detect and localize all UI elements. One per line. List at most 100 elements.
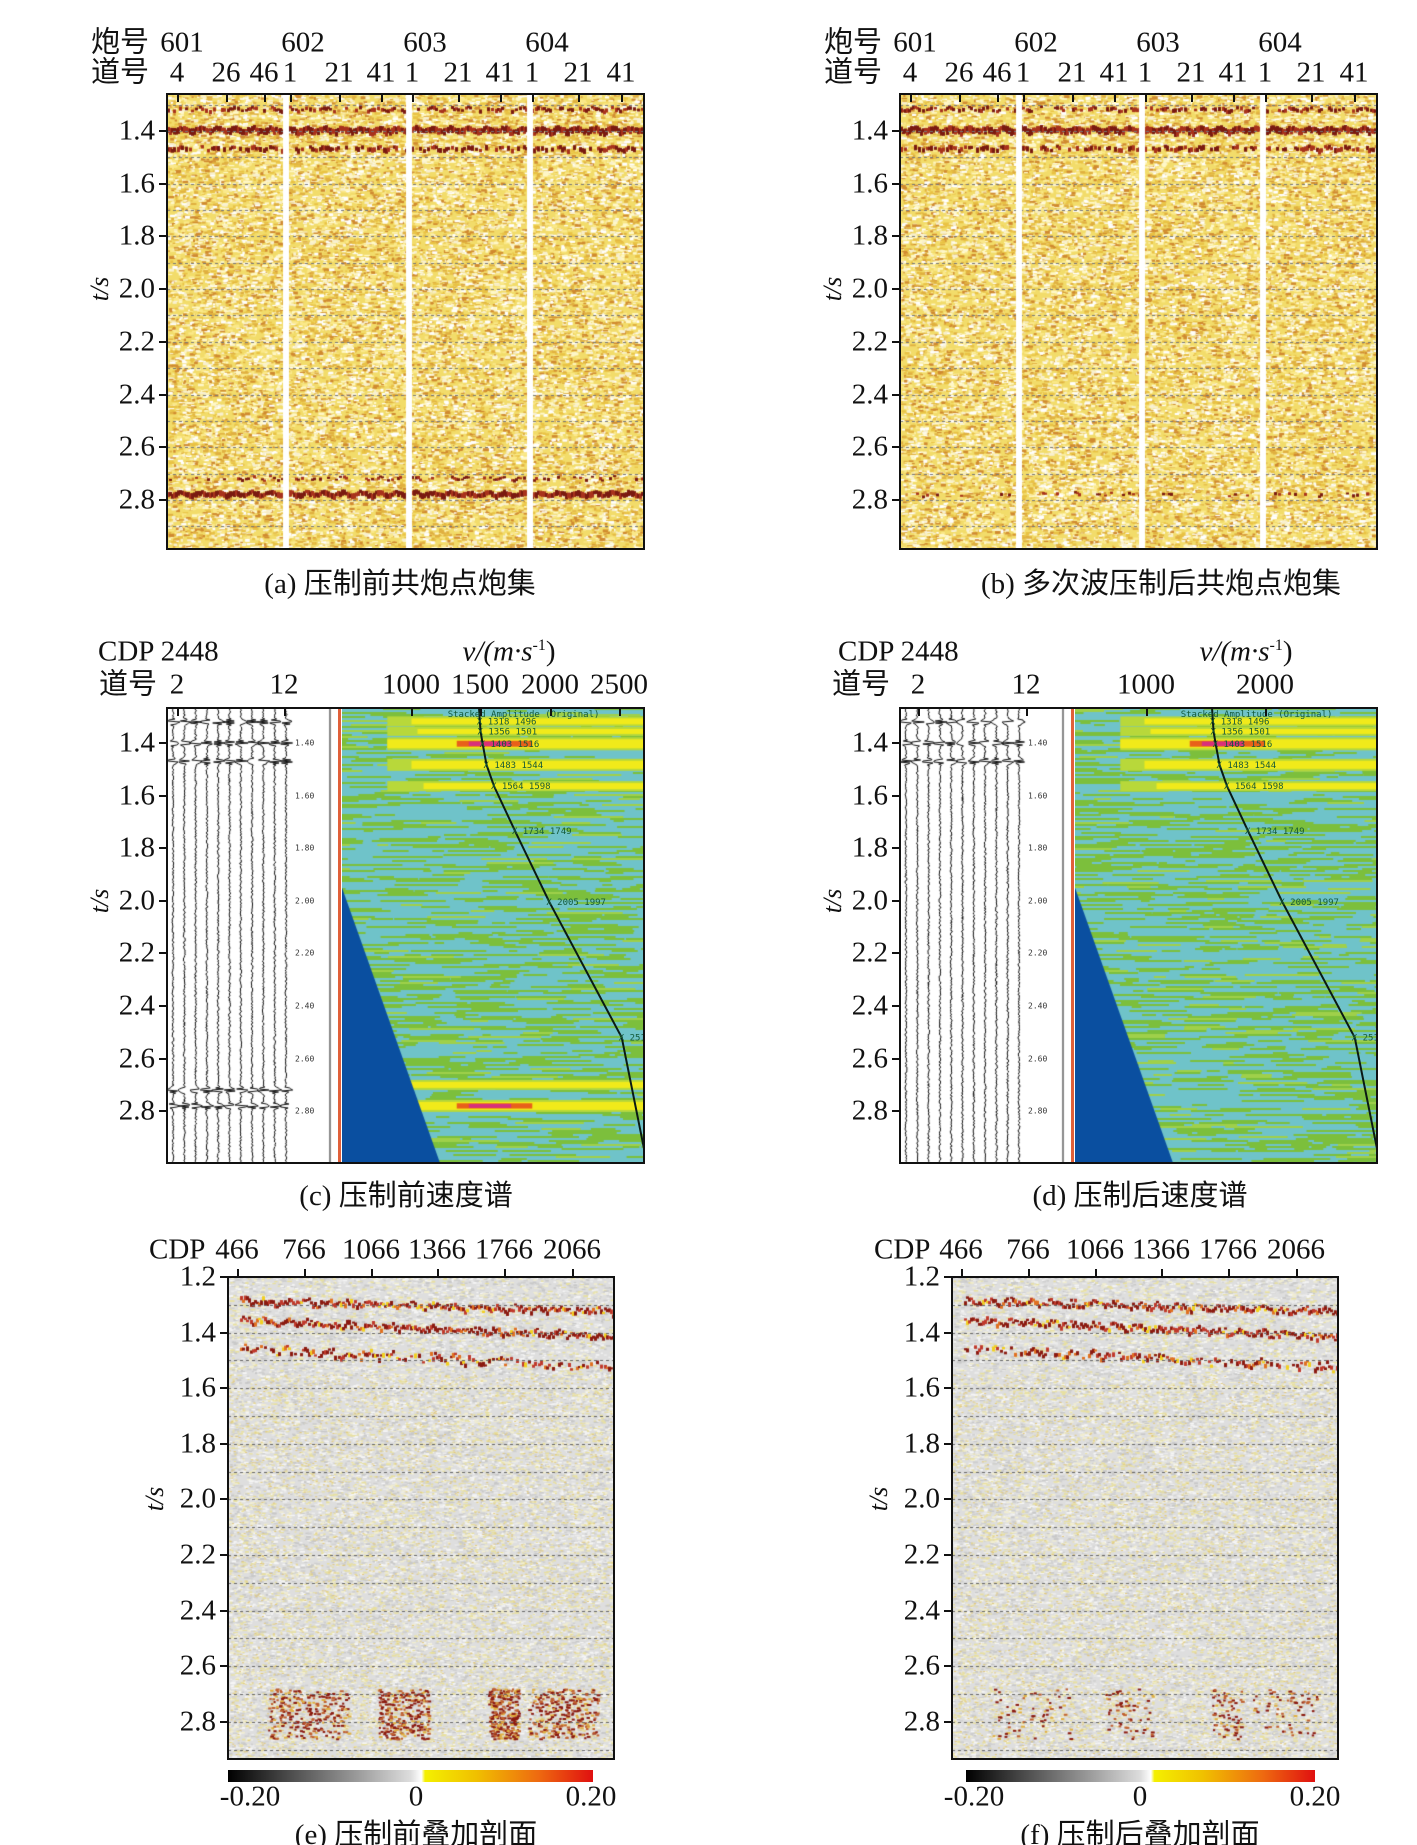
y-tick-mark [892, 340, 900, 343]
velocity-pick[interactable]: X 1483 1544 [484, 761, 544, 771]
y-tick-mark [159, 340, 167, 343]
velocity-tick: 2000 [1236, 668, 1294, 701]
cdp-tick: 466 [939, 1233, 983, 1266]
y-tick-label: 2.0 [851, 272, 888, 305]
y-tick-label: 2.4 [903, 1594, 940, 1627]
velocity-tick: 2500 [590, 668, 648, 701]
y-tick-mark [159, 182, 167, 185]
velocity-tick: 1000 [1117, 668, 1175, 701]
x-tick-mark [381, 94, 383, 102]
velocity-pick[interactable]: X 1483 1544 [1217, 761, 1277, 771]
y-tick-mark [220, 1553, 228, 1556]
y-tick-mark [892, 1110, 900, 1113]
cdp-text: CDP [838, 635, 894, 668]
y-axis-label: t/s [864, 1487, 893, 1512]
velocity-pick[interactable]: X 1356 1501 [1211, 727, 1271, 737]
velocity-pick[interactable]: X 2005 1997 [546, 898, 606, 908]
colorbar-label: 0 [1132, 1780, 1148, 1813]
shot-label: 炮号 [824, 26, 883, 59]
x-tick-mark [1095, 1269, 1097, 1277]
gather-time-label: 1.40 [295, 738, 315, 748]
velocity-tick: 1500 [451, 668, 509, 701]
colorbar-label: 0 [408, 1780, 424, 1813]
velocity-pick[interactable]: X 1403 1516 [1213, 740, 1273, 750]
caption: (e) 压制前叠加剖面 [294, 1819, 538, 1845]
x-tick-mark [1161, 1269, 1163, 1277]
y-tick-label: 2.4 [851, 989, 888, 1022]
y-tick-label: 1.6 [118, 779, 155, 812]
y-tick-mark [944, 1609, 952, 1612]
velocity-pick[interactable]: X 1564 1598 [491, 782, 551, 792]
x-tick-mark [290, 94, 292, 102]
x-tick-mark [997, 94, 999, 102]
colorbar [228, 1770, 593, 1782]
x-tick-mark [1114, 94, 1116, 102]
cdp-tick: 1366 [408, 1233, 466, 1266]
shot-number: 602 [1014, 26, 1058, 59]
v-label: v/(m·s [1199, 635, 1270, 668]
y-tick-mark [159, 847, 167, 850]
x-tick-mark [264, 94, 266, 102]
trace-number: 21 [563, 56, 593, 89]
caption: (f) 压制后叠加剖面 [1020, 1819, 1260, 1845]
cdp-text: CDP [98, 635, 154, 668]
y-tick-label: 2.6 [851, 1042, 888, 1075]
spectrum-title: Stacked Amplitude (Original) [1181, 710, 1333, 720]
y-axis-label: t/s [85, 888, 114, 914]
y-tick-mark [892, 794, 900, 797]
trace-number: 21 [1057, 56, 1087, 89]
x-tick-mark [1028, 1269, 1030, 1277]
velocity-pick[interactable]: X 1403 1516 [480, 740, 540, 750]
caption: (b) 多次波压制后共炮点炮集 [980, 568, 1342, 600]
cmp-gather-wiggle [900, 708, 1066, 1163]
velocity-pick[interactable]: X 1318 1496 [477, 717, 537, 727]
velocity-pick[interactable]: X 1734 1749 [1245, 827, 1305, 837]
trace-number: 21 [1176, 56, 1206, 89]
y-tick-label: 2.0 [118, 884, 155, 917]
y-tick-label: 1.4 [903, 1316, 940, 1349]
x-tick-mark [1296, 1269, 1298, 1277]
velocity-pick[interactable]: X 1356 1501 [478, 727, 538, 737]
gather-time-label: 2.60 [295, 1054, 315, 1064]
x-tick-mark [1354, 94, 1356, 102]
trace-label: 道号 [832, 668, 891, 701]
cdp-label: CDP 2448 [98, 635, 219, 668]
x-tick-mark [1023, 94, 1025, 102]
velocity-pick[interactable]: X 1318 1496 [1210, 717, 1270, 727]
y-tick-label: 2.8 [903, 1705, 940, 1738]
colorbar-label: -0.20 [943, 1780, 1005, 1813]
colorbar-label: 0.20 [1289, 1780, 1341, 1813]
y-tick-mark [220, 1498, 228, 1501]
trace-number: 26 [211, 56, 241, 89]
x-tick-mark [1265, 94, 1267, 102]
trace-number: 21 [443, 56, 473, 89]
gather-time-label: 1.60 [1028, 791, 1048, 801]
y-tick-mark [159, 794, 167, 797]
x-tick-mark [177, 94, 179, 102]
x-tick-mark [504, 1269, 506, 1277]
y-tick-mark [220, 1276, 228, 1278]
velocity-pick[interactable]: X 1564 1598 [1224, 782, 1284, 792]
y-tick-mark [159, 235, 167, 238]
velocity-pick[interactable]: X 2519 [1352, 1034, 1377, 1044]
colorbar [966, 1770, 1315, 1782]
stack-section-image [228, 1277, 614, 1759]
y-tick-mark [159, 498, 167, 501]
x-tick-mark [1191, 94, 1193, 102]
y-tick-mark [159, 741, 167, 744]
velocity-pick[interactable]: X 1734 1749 [512, 827, 572, 837]
velocity-pick[interactable]: X 2519 [619, 1034, 644, 1044]
gather-time-label: 1.80 [1028, 843, 1048, 853]
y-tick-mark [892, 182, 900, 185]
x-tick-mark [304, 1269, 306, 1277]
trace-label: 道号 [99, 668, 158, 701]
velocity-pick[interactable]: X 2005 1997 [1279, 898, 1339, 908]
y-tick-mark [892, 288, 900, 291]
plot-frame [899, 707, 1378, 1164]
cdp-tick: 2066 [1267, 1233, 1325, 1266]
y-tick-label: 2.6 [118, 430, 155, 463]
x-tick-mark [339, 94, 341, 102]
trace-number: 1 [1257, 56, 1273, 89]
y-tick-mark [944, 1720, 952, 1723]
y-tick-label: 2.6 [903, 1649, 940, 1682]
